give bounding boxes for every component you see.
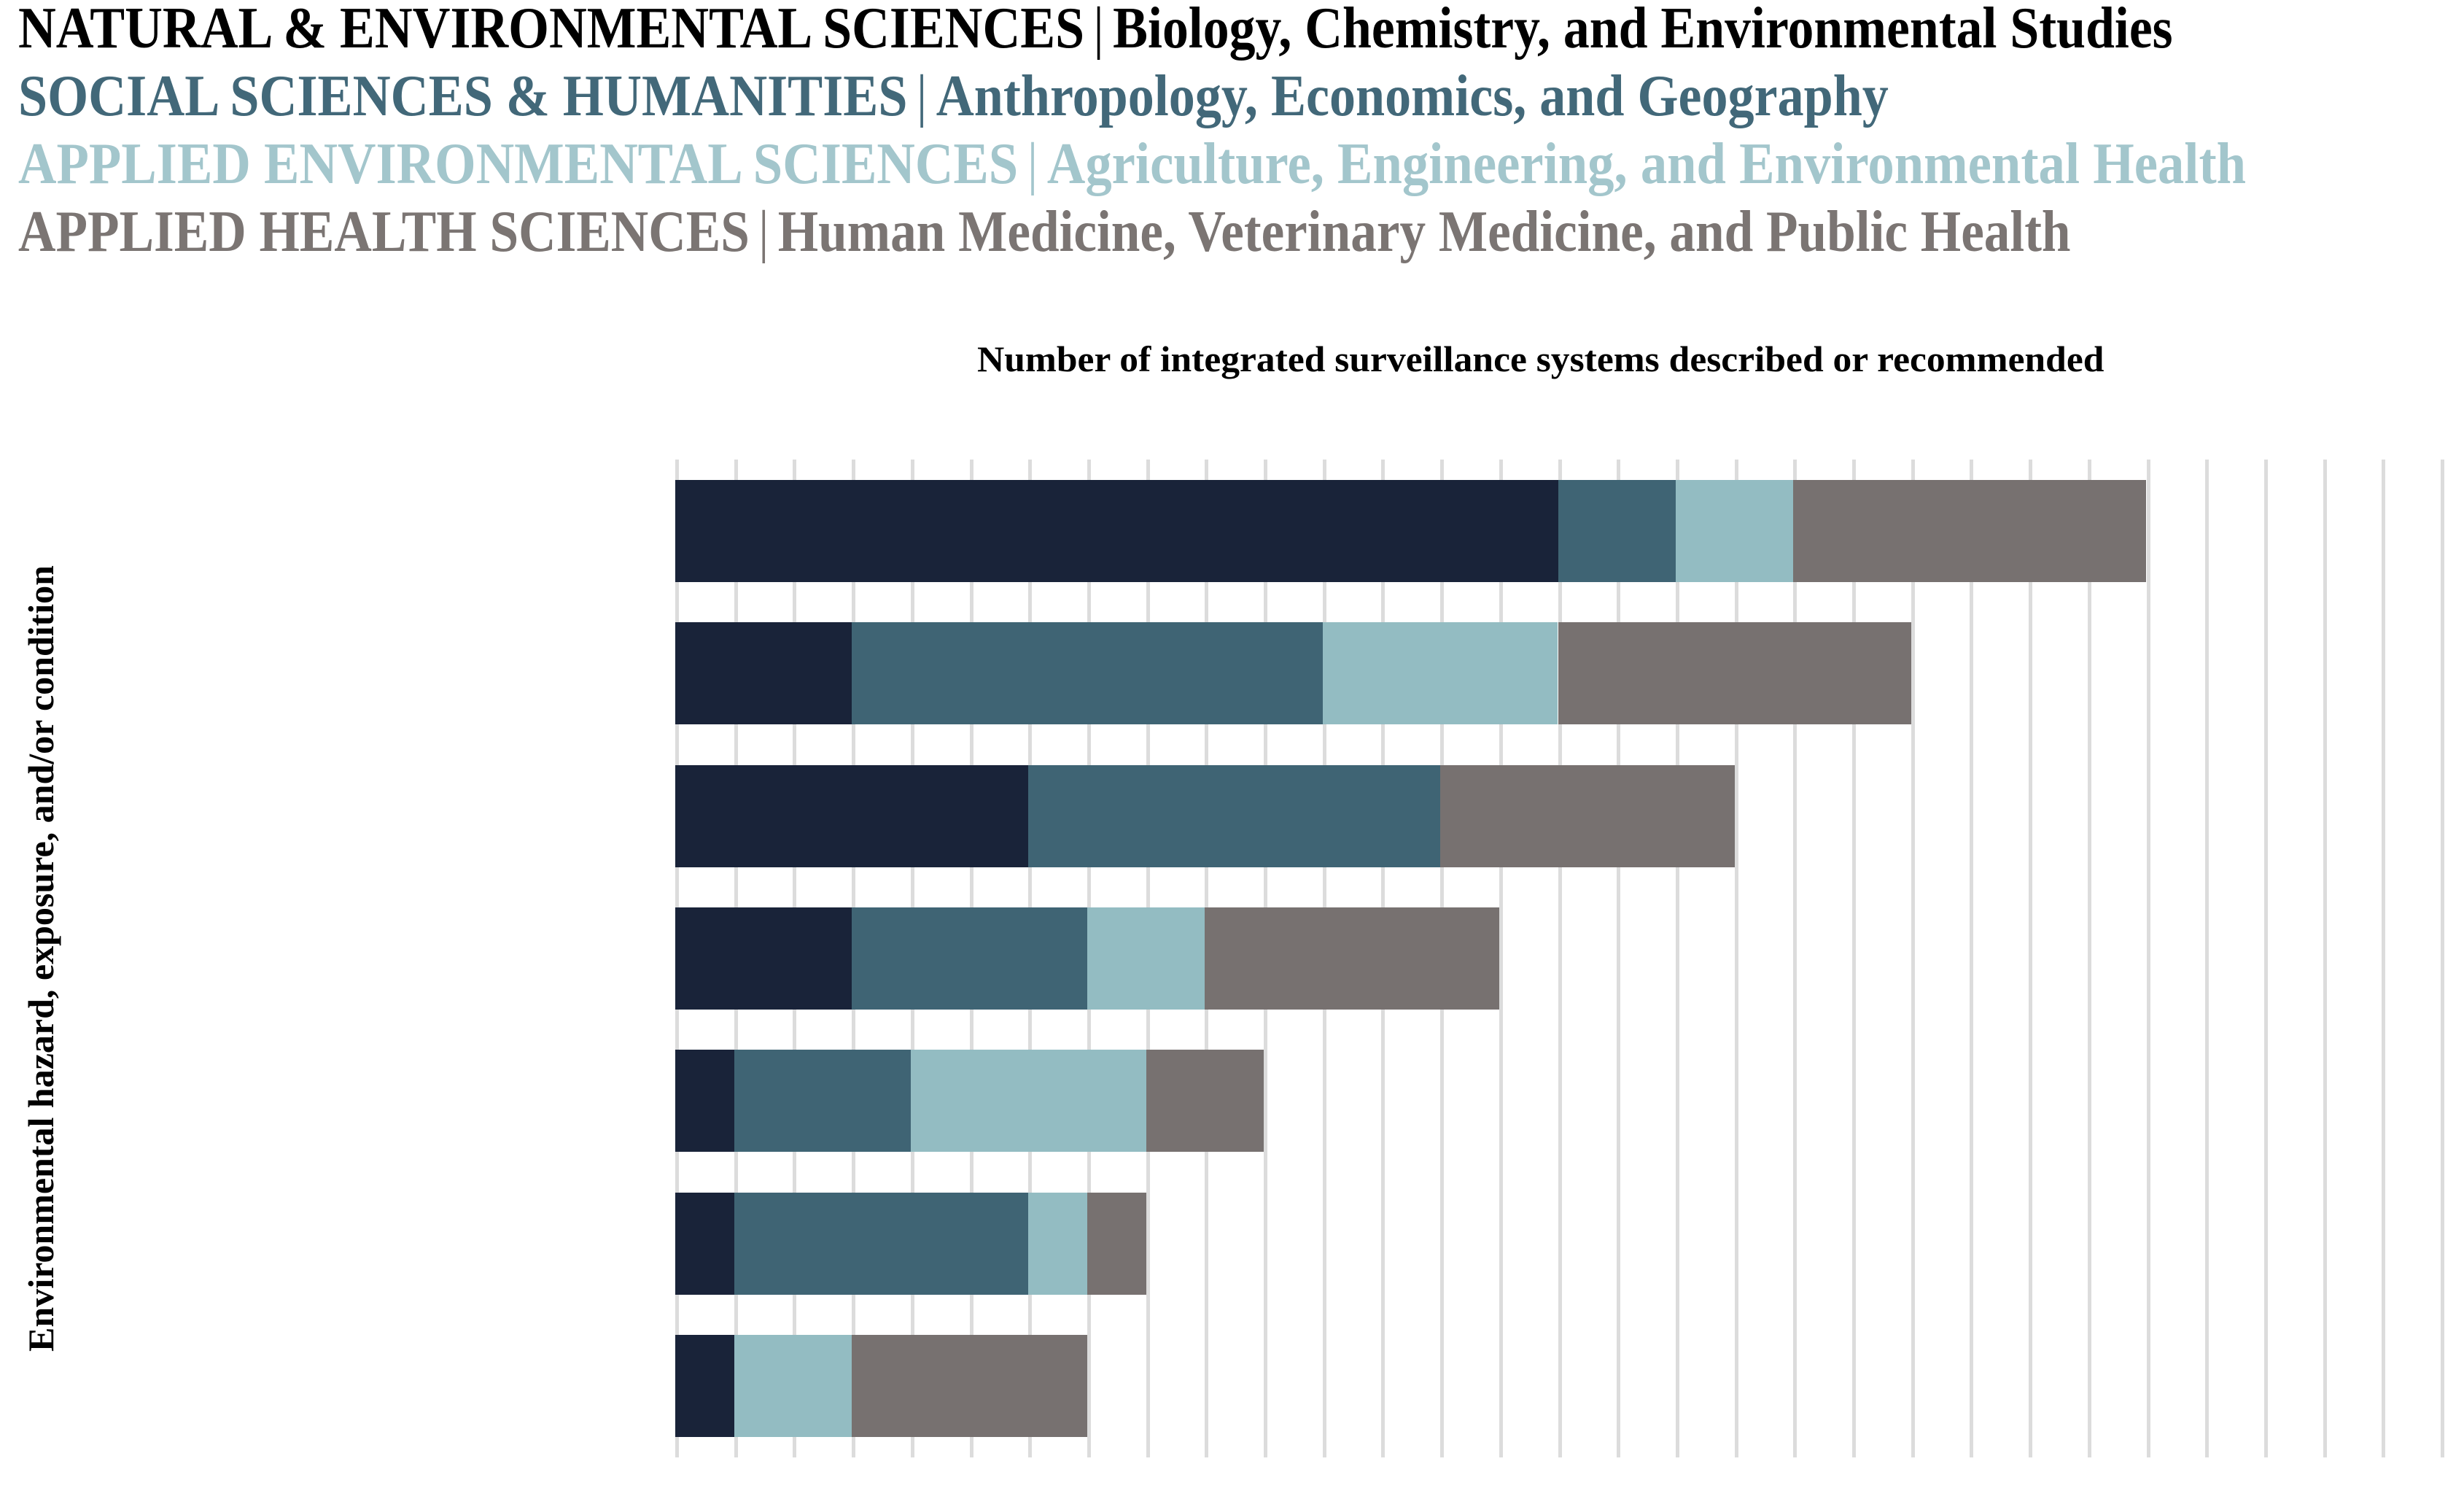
gridline — [2263, 460, 2268, 1457]
bar-segment-applied-health-sciences — [1146, 1050, 1264, 1153]
legend-group-label: NATURAL & ENVIRONMENTAL SCIENCES — [18, 0, 1085, 61]
bar-row — [675, 764, 2464, 867]
bar-segment-applied-environmental-sciences — [1322, 622, 1558, 725]
legend-group-label: SOCIAL SCIENCES & HUMANITIES — [18, 63, 908, 128]
gridline — [1734, 460, 1738, 1457]
bar-segment-natural-environmental-sciences — [675, 1192, 734, 1295]
gridline — [2029, 460, 2033, 1457]
bar-segment-natural-environmental-sciences — [675, 480, 1558, 582]
legend-desc-label: Anthropology, Economics, and Geography — [936, 63, 1889, 128]
bar-segment-applied-health-sciences — [1087, 1192, 1146, 1295]
gridline — [2087, 460, 2091, 1457]
legend-desc-label: Human Medicine, Veterinary Medicine, and… — [777, 198, 2071, 264]
gridline — [2323, 460, 2327, 1457]
bar-segment-applied-health-sciences — [1793, 480, 2147, 582]
plot-area — [675, 460, 2464, 1457]
bar-row — [675, 480, 2464, 582]
bar-segment-applied-health-sciences — [1558, 622, 1911, 725]
gridline — [1911, 460, 1915, 1457]
gridline — [1617, 460, 1621, 1457]
legend-desc-label: Agriculture, Engineering, and Environmen… — [1046, 131, 2247, 196]
bar-segment-social-sciences-humanities — [852, 622, 1323, 725]
bar-segment-natural-environmental-sciences — [675, 1334, 734, 1437]
gridline — [1970, 460, 1974, 1457]
bar-segment-social-sciences-humanities — [852, 907, 1087, 1010]
bar-row — [675, 622, 2464, 725]
bar-segment-natural-environmental-sciences — [675, 907, 852, 1010]
bar-segment-applied-environmental-sciences — [1675, 480, 1794, 582]
legend-separator: | — [1027, 131, 1038, 196]
legend-separator: | — [758, 198, 769, 264]
bar-segment-social-sciences-humanities — [1558, 480, 1676, 582]
bar-segment-social-sciences-humanities — [734, 1192, 1029, 1295]
legend-line-applied-health-sciences: APPLIED HEALTH SCIENCES | Human Medicine, … — [18, 198, 2071, 265]
gridline — [1675, 460, 1679, 1457]
bar-segment-natural-environmental-sciences — [675, 622, 852, 725]
legend-group-label: APPLIED HEALTH SCIENCES — [18, 198, 750, 264]
gridline — [2382, 460, 2386, 1457]
legend-group-label: APPLIED ENVIRONMENTAL SCIENCES — [18, 131, 1019, 196]
bar-row — [675, 1192, 2464, 1295]
bar-segment-applied-environmental-sciences — [734, 1334, 852, 1437]
y-axis-title-box: Environmental hazard, exposure, and/or c… — [6, 460, 76, 1457]
y-axis-title: Environmental hazard, exposure, and/or c… — [20, 565, 61, 1352]
bar-segment-applied-environmental-sciences — [1028, 1192, 1087, 1295]
bar-segment-social-sciences-humanities — [1028, 764, 1441, 867]
legend-line-social-sciences-humanities: SOCIAL SCIENCES & HUMANITIES | Anthropolog… — [18, 62, 1889, 129]
bar-segment-social-sciences-humanities — [734, 1050, 911, 1153]
gridline — [2441, 460, 2444, 1457]
x-axis-title: Number of integrated surveillance system… — [977, 338, 2104, 379]
gridline — [1499, 460, 1503, 1457]
bar-segment-applied-environmental-sciences — [910, 1050, 1146, 1153]
bar-segment-applied-health-sciences — [1205, 907, 1499, 1010]
gridline — [2205, 460, 2210, 1457]
gridline — [1793, 460, 1798, 1457]
bar-row — [675, 907, 2464, 1010]
legend-line-natural-environmental-sciences: NATURAL & ENVIRONMENTAL SCIENCES | Biology… — [18, 0, 2173, 61]
bar-segment-applied-health-sciences — [1440, 764, 1735, 867]
bar-segment-natural-environmental-sciences — [675, 1050, 734, 1153]
bar-segment-applied-health-sciences — [852, 1334, 1087, 1437]
bar-segment-natural-environmental-sciences — [675, 764, 1029, 867]
legend-separator: | — [1093, 0, 1104, 61]
legend-line-applied-environmental-sciences: APPLIED ENVIRONMENTAL SCIENCES | Agricultu… — [18, 130, 2246, 197]
legend-desc-label: Biology, Chemistry, and Environmental St… — [1113, 0, 2173, 61]
bar-segment-applied-environmental-sciences — [1087, 907, 1205, 1010]
gridline — [2146, 460, 2150, 1457]
gridline — [1558, 460, 1562, 1457]
legend-separator: | — [916, 63, 928, 128]
gridline — [1852, 460, 1856, 1457]
bar-row — [675, 1050, 2464, 1153]
bar-row — [675, 1334, 2464, 1437]
